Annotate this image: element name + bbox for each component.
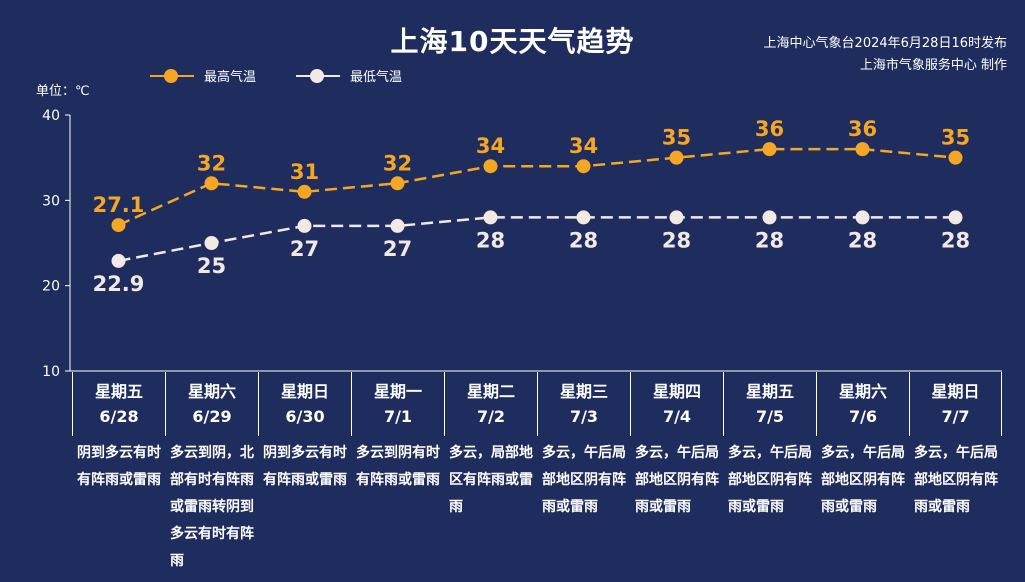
low-temp-point — [483, 210, 498, 225]
unit-label: 单位：℃ — [36, 84, 90, 99]
legend: 最高气温 最低气温 — [150, 66, 402, 85]
high-temp-data-label: 27.1 — [93, 193, 145, 217]
weekday-label: 星期六 — [838, 382, 887, 401]
low-temp-data-label: 27 — [290, 237, 319, 261]
weekday-label: 星期三 — [559, 382, 608, 401]
high-temp-data-label: 36 — [848, 117, 877, 141]
y-tick-label: 10 — [42, 364, 60, 380]
high-temp-data-label: 34 — [476, 134, 505, 158]
low-temp-line — [118, 216, 956, 263]
high-temp-data-label: 32 — [383, 151, 412, 175]
date-label: 6/30 — [285, 407, 325, 426]
chart-title: 上海10天天气趋势 — [390, 25, 635, 58]
day-header: 星期一 7/1 — [351, 372, 444, 436]
source-info: 上海中心气象台2024年6月28日16时发布 上海市气象服务中心 制作 — [764, 33, 1007, 77]
high-temp-point — [390, 176, 405, 191]
low-temp-point — [204, 236, 219, 250]
low-temp-data-label: 28 — [848, 228, 877, 252]
day-header: 星期日 7/7 — [909, 372, 1002, 436]
date-label: 7/3 — [569, 407, 599, 426]
low-temp-point — [855, 210, 870, 225]
weather-description: 阴到多云有时有阵雨或雷雨 — [263, 445, 347, 488]
high-temp-data-label: 35 — [662, 126, 691, 150]
legend-low-label: 最低气温 — [350, 70, 403, 85]
low-temp-point — [948, 210, 963, 225]
date-label: 7/6 — [848, 407, 878, 426]
legend-item-high: 最高气温 — [150, 66, 256, 85]
date-label: 7/4 — [662, 407, 692, 426]
high-temp-point — [483, 159, 498, 174]
high-temp-point — [204, 176, 219, 191]
weather-description: 多云，午后局部地区阴有阵雨或雷雨 — [635, 445, 719, 515]
weekday-label: 星期四 — [652, 382, 701, 401]
weather-description: 阴到多云有时有阵雨或雷雨 — [77, 445, 161, 488]
low-temp-data-label: 22.9 — [93, 272, 145, 296]
high-temp-point — [669, 150, 684, 165]
low-temp-data-label: 28 — [662, 228, 691, 252]
date-label: 7/5 — [755, 407, 785, 426]
weather-description: 多云，局部地区有阵雨或雷雨 — [449, 445, 533, 515]
date-label: 6/28 — [99, 407, 139, 426]
day-header: 星期六 7/6 — [816, 372, 909, 436]
weekday-label: 星期二 — [466, 382, 515, 401]
low-temp-point — [576, 210, 591, 225]
high-temp-data-label: 36 — [755, 117, 784, 141]
weekday-label: 星期六 — [187, 382, 236, 401]
high-temp-point — [948, 150, 963, 165]
high-temp-data-label: 31 — [290, 160, 319, 184]
legend-high-swatch — [150, 68, 194, 83]
y-tick-label: 20 — [42, 279, 60, 295]
high-temp-point — [111, 218, 126, 233]
day-header: 星期六 6/29 — [165, 372, 258, 436]
weekday-label: 星期一 — [373, 382, 422, 401]
high-temp-data-label: 35 — [941, 126, 970, 150]
low-temp-point — [669, 210, 684, 225]
weather-description: 多云，午后局部地区阴有阵雨或雷雨 — [542, 445, 626, 515]
low-temp-data-label: 28 — [941, 228, 970, 252]
day-header: 星期五 7/5 — [723, 372, 816, 436]
weekday-label: 星期日 — [931, 382, 980, 401]
y-tick-label: 40 — [42, 108, 60, 124]
weekday-label: 星期五 — [745, 382, 794, 401]
low-temp-data-label: 28 — [476, 228, 505, 252]
weather-description: 多云，午后局部地区阴有阵雨或雷雨 — [728, 445, 812, 515]
date-label: 6/29 — [192, 407, 232, 426]
day-header: 星期五 6/28 — [72, 372, 165, 436]
low-temp-data-label: 25 — [197, 254, 226, 278]
low-temp-point — [111, 253, 126, 268]
high-temp-point — [297, 184, 312, 199]
weather-description: 多云到阴，北部有时有阵雨或雷雨转阴到多云有时有阵雨 — [170, 445, 254, 569]
weekday-label: 星期日 — [280, 382, 329, 401]
day-header: 星期三 7/3 — [537, 372, 630, 436]
weekday-label: 星期五 — [94, 382, 143, 401]
low-temp-point — [297, 218, 312, 233]
date-label: 7/2 — [476, 407, 506, 426]
legend-high-label: 最高气温 — [204, 70, 257, 85]
low-temp-data-label: 28 — [569, 228, 598, 252]
high-temp-data-label: 32 — [197, 151, 226, 175]
day-header: 星期四 7/4 — [630, 372, 723, 436]
high-temp-line — [117, 147, 956, 227]
date-label: 7/1 — [383, 407, 413, 426]
date-label: 7/7 — [941, 407, 970, 426]
weather-description: 多云到阴有时有阵雨或雷雨 — [356, 445, 440, 488]
day-header: 星期二 7/2 — [444, 372, 537, 436]
high-temp-point — [762, 142, 777, 157]
weather-description: 多云，午后局部地区阴有阵雨或雷雨 — [821, 445, 905, 515]
legend-item-low: 最低气温 — [296, 66, 402, 85]
day-header: 星期日 6/30 — [258, 372, 351, 436]
low-temp-point — [762, 210, 777, 225]
high-temp-point — [855, 142, 870, 157]
low-temp-data-label: 28 — [755, 228, 784, 252]
source-line-publisher: 上海中心气象台2024年6月28日16时发布 — [763, 36, 1007, 51]
high-temp-point — [576, 159, 591, 174]
low-temp-data-label: 27 — [383, 237, 412, 261]
high-temp-data-label: 34 — [569, 134, 598, 158]
source-line-producer: 上海市气象服务中心 制作 — [859, 58, 1007, 73]
legend-low-swatch — [296, 68, 341, 83]
y-tick-label: 30 — [42, 193, 60, 209]
weather-description: 多云，午后局部地区阴有阵雨或雷雨 — [914, 445, 998, 515]
low-temp-point — [390, 218, 405, 233]
